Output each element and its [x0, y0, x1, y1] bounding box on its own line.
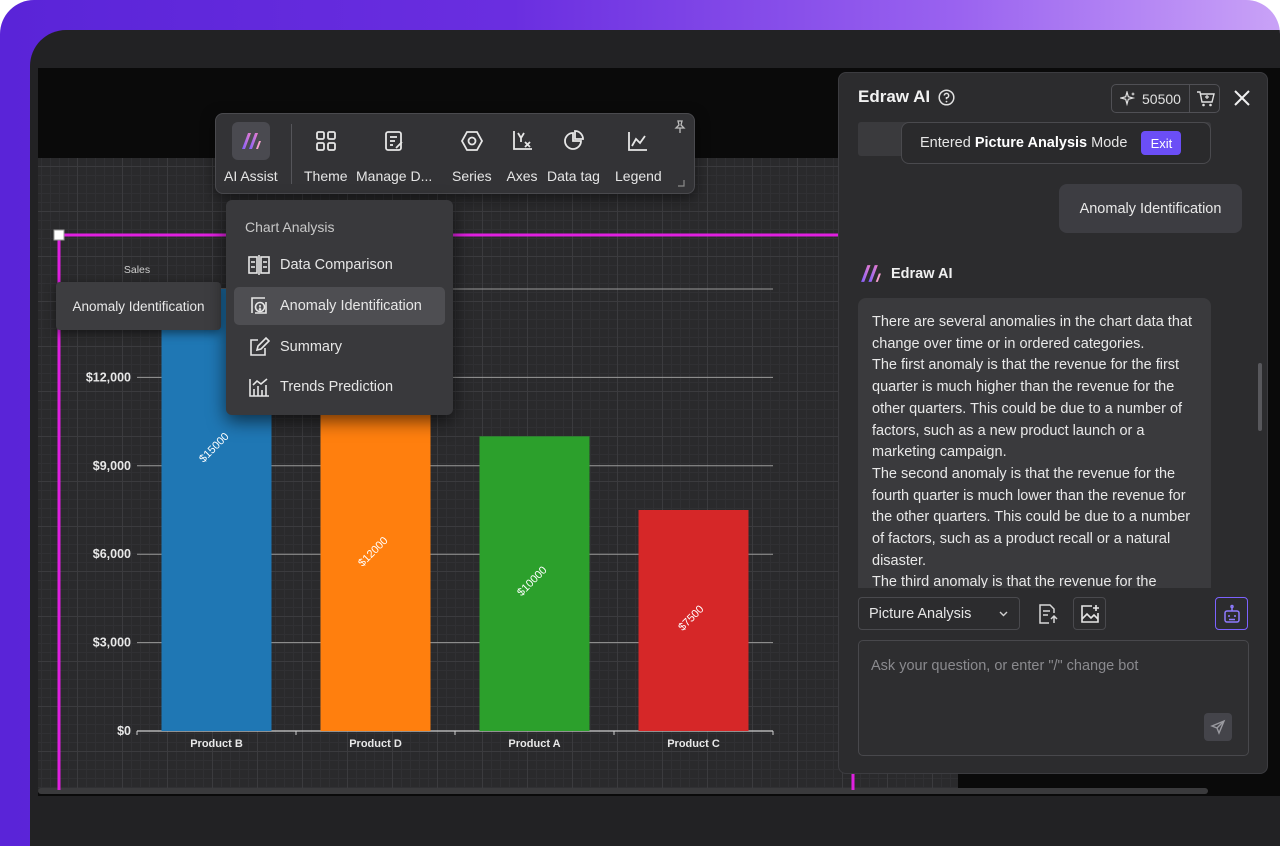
chat-scrollbar[interactable]: [1258, 363, 1262, 431]
menu-item-data-comparison[interactable]: Data Comparison: [234, 246, 445, 284]
theme-grid-icon: [307, 122, 345, 160]
selection-handle[interactable]: [53, 229, 65, 241]
mode-banner: Entered Picture Analysis Mode Exit: [901, 122, 1211, 164]
chart-bars: [161, 289, 749, 731]
resize-corner-icon[interactable]: [676, 178, 686, 188]
chart-toolbar: AI Assist Theme Manage D... Series Axes: [215, 113, 695, 194]
anomaly-icon: [247, 294, 271, 318]
help-icon[interactable]: [938, 88, 955, 106]
chart-x-ticks: Product B Product D Product A Product C: [136, 731, 774, 750]
pin-icon[interactable]: [673, 120, 687, 134]
chart-y-tick-label: $12,000: [86, 370, 131, 384]
credits-badge[interactable]: 50500: [1111, 84, 1220, 113]
chart-bar[interactable]: [479, 436, 590, 731]
cart-icon[interactable]: [1196, 90, 1216, 108]
document-export-icon: [1038, 603, 1058, 624]
toolbar-axes-button[interactable]: Axes: [503, 122, 541, 188]
chart-bar[interactable]: [638, 510, 749, 731]
bot-icon: [1223, 604, 1240, 623]
toolbar-data-tag-button[interactable]: Data tag: [547, 122, 600, 188]
menu-item-trends-prediction[interactable]: Trends Prediction: [234, 368, 445, 406]
chart-x-tick-label: Product A: [508, 738, 560, 750]
chart-y-ticks: $0 $3,000 $6,000 $9,000 $12,000: [86, 370, 131, 738]
panel-title: Edraw AI: [858, 87, 955, 107]
menu-item-anomaly-identification[interactable]: Anomaly Identification: [234, 287, 445, 325]
chart-x-tick-label: Product D: [349, 738, 402, 750]
toolbar-theme-button[interactable]: Theme: [304, 122, 348, 188]
ai-assist-icon: [231, 122, 270, 160]
sparkle-icon: [1120, 90, 1136, 106]
bot-header: Edraw AI: [859, 264, 953, 283]
axes-icon: [503, 122, 541, 160]
chart-data-labels: $15000$12000$10000$7500: [197, 431, 706, 634]
chat-input-box[interactable]: [858, 640, 1249, 756]
chart-x-tick-label: Product B: [190, 738, 243, 750]
menu-tooltip: Anomaly Identification: [56, 282, 221, 330]
menu-title: Chart Analysis: [245, 219, 335, 235]
edraw-ai-panel: Edraw AI 50500 Entered Picture Analysis …: [838, 72, 1268, 774]
chart-y-tick-label: $0: [117, 724, 131, 738]
summary-edit-icon: [247, 335, 271, 359]
bot-message-paragraph: There are several anomalies in the chart…: [872, 314, 1192, 352]
menu-item-summary[interactable]: Summary: [234, 328, 445, 366]
toolbar-ai-assist-button[interactable]: AI Assist: [224, 122, 278, 188]
chart-x-tick-label: Product C: [667, 738, 720, 750]
chevron-down-icon: [999, 611, 1008, 617]
chat-input[interactable]: [871, 655, 1231, 677]
add-image-icon: [1080, 604, 1099, 623]
chart-y-tick-label: $3,000: [93, 636, 131, 650]
bottom-bar: [30, 796, 1280, 846]
add-image-button[interactable]: [1073, 597, 1106, 630]
toolbar-manage-data-button[interactable]: Manage D...: [356, 122, 432, 188]
series-hexagon-icon: [453, 122, 491, 160]
toolbar-legend-button[interactable]: Legend: [615, 122, 662, 188]
chart-y-tick-label: $9,000: [93, 459, 131, 473]
bot-message-bubble: There are several anomalies in the chart…: [858, 298, 1211, 588]
edraw-ai-logo-icon: [861, 265, 881, 282]
legend-icon: [619, 122, 657, 160]
export-document-button[interactable]: [1031, 597, 1064, 630]
send-button[interactable]: [1204, 713, 1232, 741]
send-icon: [1210, 719, 1226, 735]
data-comparison-icon: [247, 253, 271, 277]
trends-icon: [247, 375, 271, 399]
chart-y-axis-label: Sales: [124, 264, 150, 276]
bot-switch-button[interactable]: [1215, 597, 1248, 630]
chart-bar[interactable]: [320, 377, 431, 731]
toolbar-series-button[interactable]: Series: [452, 122, 492, 188]
bot-message-paragraph: The first anomaly is that the revenue fo…: [872, 357, 1183, 461]
user-message-bubble: Anomaly Identification: [1059, 184, 1242, 233]
mode-select[interactable]: Picture Analysis: [858, 597, 1020, 630]
bot-message-paragraph: The second anomaly is that the revenue f…: [872, 465, 1191, 569]
chart-y-tick-label: $6,000: [93, 547, 131, 561]
exit-mode-button[interactable]: Exit: [1141, 131, 1182, 155]
data-tag-icon: [554, 122, 592, 160]
toolbar-divider: [291, 124, 292, 184]
bot-message-paragraph: The third anomaly is that the revenue fo…: [872, 574, 1157, 588]
manage-data-icon: [375, 122, 413, 160]
close-icon[interactable]: [1231, 87, 1253, 109]
chart-analysis-menu: Chart Analysis Data Comparison Anomaly I…: [226, 200, 453, 415]
credits-count: 50500: [1142, 90, 1181, 107]
horizontal-scrollbar[interactable]: [38, 788, 1208, 794]
